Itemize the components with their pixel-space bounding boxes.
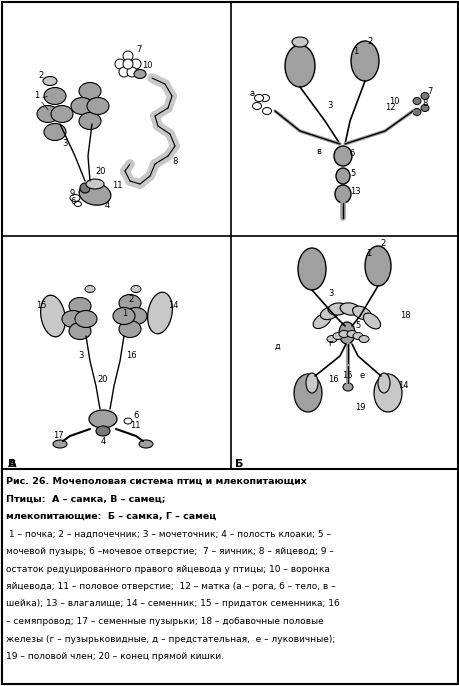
Ellipse shape	[74, 202, 81, 206]
Ellipse shape	[326, 335, 336, 342]
Ellipse shape	[44, 123, 66, 141]
Ellipse shape	[313, 314, 330, 329]
Ellipse shape	[75, 311, 97, 327]
Text: 1 – почка; 2 – надпочечник; 3 – мочеточник; 4 – полость клоаки; 5 –: 1 – почка; 2 – надпочечник; 3 – мочеточн…	[6, 530, 330, 539]
Text: 20: 20	[98, 375, 108, 383]
Ellipse shape	[131, 285, 141, 292]
Text: 1: 1	[34, 91, 39, 101]
Ellipse shape	[53, 440, 67, 448]
Ellipse shape	[113, 307, 134, 324]
Ellipse shape	[70, 195, 80, 202]
Ellipse shape	[420, 104, 428, 112]
Text: 3: 3	[62, 139, 67, 148]
Ellipse shape	[125, 307, 147, 324]
Text: 5: 5	[354, 322, 359, 331]
Ellipse shape	[123, 59, 133, 69]
Text: 13: 13	[349, 187, 360, 196]
Ellipse shape	[62, 311, 84, 327]
Text: Птицы:  А – самка, В – самец;: Птицы: А – самка, В – самец;	[6, 495, 165, 504]
Text: 15: 15	[36, 302, 46, 311]
Text: Г: Г	[235, 459, 241, 469]
Text: 15: 15	[341, 372, 352, 381]
Text: 12: 12	[384, 104, 395, 113]
Ellipse shape	[51, 106, 73, 123]
Text: 19: 19	[354, 403, 365, 412]
Text: 9: 9	[70, 189, 75, 198]
Ellipse shape	[373, 374, 401, 412]
Ellipse shape	[285, 45, 314, 87]
Ellipse shape	[412, 108, 420, 115]
Text: 4: 4	[105, 202, 110, 211]
Ellipse shape	[262, 108, 271, 115]
Ellipse shape	[291, 37, 308, 47]
Ellipse shape	[69, 322, 91, 340]
Ellipse shape	[124, 418, 132, 424]
Text: 16: 16	[126, 351, 136, 361]
Ellipse shape	[80, 183, 90, 193]
Ellipse shape	[123, 51, 133, 61]
Ellipse shape	[319, 307, 339, 320]
Text: 7: 7	[426, 86, 431, 95]
Text: 2: 2	[366, 36, 371, 45]
Text: е: е	[359, 372, 364, 381]
Ellipse shape	[350, 41, 378, 81]
Text: д: д	[274, 342, 280, 351]
Text: г: г	[327, 338, 332, 348]
Text: 18: 18	[399, 311, 410, 320]
Ellipse shape	[364, 246, 390, 286]
Ellipse shape	[293, 374, 321, 412]
Ellipse shape	[260, 95, 269, 102]
Ellipse shape	[89, 410, 117, 428]
Ellipse shape	[332, 333, 342, 340]
Ellipse shape	[147, 292, 172, 334]
Ellipse shape	[127, 67, 137, 77]
Text: остаток редуцированного правого яйцевода у птицы; 10 – воронка: остаток редуцированного правого яйцевода…	[6, 565, 329, 573]
Text: 19 – половой член; 20 – конец прямой кишки.: 19 – половой член; 20 – конец прямой киш…	[6, 652, 224, 661]
Ellipse shape	[131, 59, 141, 69]
Text: 10: 10	[142, 62, 152, 71]
Ellipse shape	[43, 77, 57, 86]
Text: 6: 6	[133, 412, 138, 421]
Text: 8: 8	[172, 156, 177, 165]
Text: 2: 2	[38, 71, 43, 80]
Ellipse shape	[115, 59, 125, 69]
Text: Б: Б	[235, 459, 243, 469]
Ellipse shape	[71, 97, 93, 115]
Ellipse shape	[338, 331, 348, 338]
Text: а: а	[249, 89, 255, 99]
Ellipse shape	[334, 185, 350, 203]
Ellipse shape	[87, 97, 109, 115]
Ellipse shape	[252, 102, 261, 110]
Text: А: А	[8, 459, 17, 469]
Ellipse shape	[69, 298, 91, 314]
Ellipse shape	[79, 113, 101, 130]
Text: яйцевода; 11 – половое отверстие;  12 – матка (а – рога, б – тело, в –: яйцевода; 11 – половое отверстие; 12 – м…	[6, 582, 335, 591]
Ellipse shape	[254, 95, 263, 102]
Text: 1: 1	[122, 309, 127, 318]
Ellipse shape	[352, 306, 370, 320]
Ellipse shape	[358, 335, 368, 342]
Text: 2: 2	[379, 239, 385, 248]
FancyBboxPatch shape	[2, 469, 457, 684]
Ellipse shape	[297, 248, 325, 290]
Ellipse shape	[346, 331, 356, 338]
Text: млекопитающие:  Б – самка, Г – самец: млекопитающие: Б – самка, Г – самец	[6, 512, 216, 521]
Ellipse shape	[327, 303, 347, 315]
Text: 20: 20	[95, 167, 105, 176]
Ellipse shape	[412, 97, 420, 104]
Ellipse shape	[339, 303, 359, 315]
Text: 11: 11	[112, 182, 122, 191]
Ellipse shape	[352, 333, 362, 340]
Ellipse shape	[44, 88, 66, 104]
Text: 10: 10	[388, 97, 398, 106]
Text: 11: 11	[130, 421, 140, 429]
Ellipse shape	[79, 82, 101, 99]
Text: 6: 6	[70, 196, 75, 206]
Ellipse shape	[377, 373, 389, 393]
Text: 8: 8	[421, 99, 426, 108]
Text: 14: 14	[168, 302, 178, 311]
Ellipse shape	[134, 69, 146, 78]
Ellipse shape	[139, 440, 153, 448]
Text: железы (г – пузырьковидные, д – предстательная,  е – луковичные);: железы (г – пузырьковидные, д – предстат…	[6, 635, 335, 643]
